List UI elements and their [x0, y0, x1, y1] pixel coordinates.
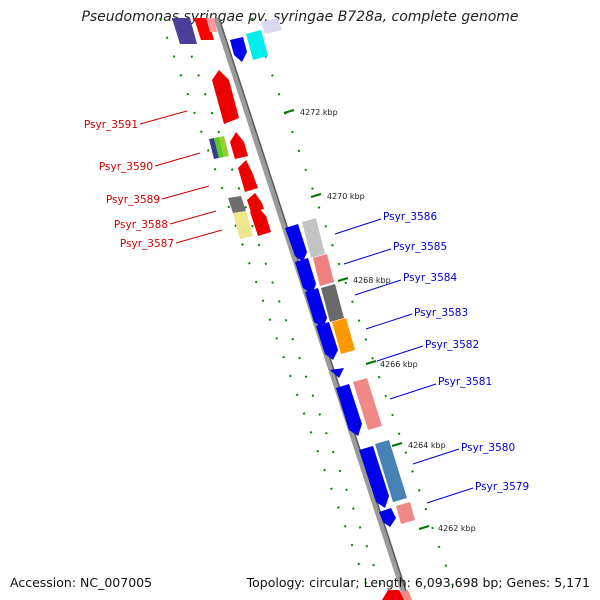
- gene-arrow-psyr-3587: [250, 206, 271, 236]
- gene-label-right[interactable]: Psyr_3580: [461, 442, 515, 454]
- gene-block-darkgray: [321, 284, 344, 322]
- gene-arrow-psyr-3579: [379, 508, 396, 527]
- gene-label-left[interactable]: Psyr_3588: [114, 219, 168, 231]
- gene-label-right[interactable]: Psyr_3581: [438, 376, 492, 388]
- gene-arrow-psyr-3583: [316, 322, 338, 360]
- tick-mark: [283, 109, 295, 114]
- gene-arrow-psyr-3586: [285, 224, 307, 262]
- left-leaders: [139, 110, 223, 244]
- tick-marks: [283, 109, 430, 530]
- gene-block-salmon: [313, 254, 334, 286]
- gene-fragment-bottom: [382, 590, 405, 600]
- gene-stripe-olive: [219, 136, 229, 157]
- gene-label-right[interactable]: Psyr_3584: [403, 272, 457, 284]
- gene-arrow-psyr-3590: [230, 132, 248, 159]
- tick-mark: [365, 360, 377, 365]
- left-inner-scale: [177, 17, 387, 600]
- gene-arrow-psyr-3584: [305, 288, 327, 328]
- gene-block-lightgray: [302, 218, 325, 258]
- gene-stripe-purple: [209, 138, 219, 159]
- leader-line: [412, 448, 460, 465]
- right-leaders: [334, 218, 474, 504]
- tick-label: 4272 kbp: [300, 108, 338, 117]
- gene-label-left[interactable]: Psyr_3591: [84, 119, 138, 131]
- leader-line: [354, 279, 402, 296]
- gene-fragment-pink: [206, 18, 217, 32]
- leader-line: [376, 345, 424, 362]
- gene-fragment-bottom-pink: [400, 590, 412, 600]
- tick-label: 4266 kbp: [380, 360, 418, 369]
- tick-mark: [337, 277, 349, 282]
- leader-line: [426, 487, 474, 504]
- gene-label-right[interactable]: Psyr_3585: [393, 241, 447, 253]
- leader-line: [389, 383, 437, 400]
- leader-line: [175, 229, 223, 244]
- accession-text: Accession: NC_007005: [10, 575, 153, 590]
- right-features: [230, 18, 415, 600]
- leader-line: [154, 152, 201, 167]
- gene-label-right[interactable]: Psyr_3586: [383, 211, 437, 223]
- gene-arrow-psyr-3582: [330, 368, 344, 378]
- leader-line: [169, 210, 217, 225]
- gene-block-pink-small: [396, 502, 415, 524]
- gene-label-left[interactable]: Psyr_3590: [99, 161, 153, 173]
- gene-block-yellow: [233, 211, 253, 239]
- gene-arrow-psyr-3581: [336, 384, 362, 436]
- leader-line: [161, 185, 210, 200]
- tick-mark: [310, 193, 322, 198]
- gene-label-left[interactable]: Psyr_3589: [106, 194, 160, 206]
- gene-fragment-purple: [172, 18, 197, 44]
- gene-arrow-top-blue: [230, 37, 247, 62]
- leader-line: [139, 110, 188, 125]
- gene-label-right[interactable]: Psyr_3583: [414, 307, 468, 319]
- gene-arrow-psyr-3580: [359, 446, 389, 508]
- gene-block-lavender: [261, 18, 282, 34]
- leader-line: [334, 218, 382, 235]
- gene-block-steelblue: [375, 440, 407, 502]
- tick-mark: [418, 525, 430, 530]
- tick-mark: [391, 442, 403, 447]
- gene-arrow-psyr-3591: [212, 70, 239, 124]
- leader-line: [343, 248, 392, 265]
- tick-label: 4262 kbp: [438, 524, 476, 533]
- tick-label: 4270 kbp: [327, 192, 365, 201]
- gene-block-orange: [332, 318, 355, 354]
- gene-arrow-psyr-3585: [295, 258, 316, 294]
- gene-label-right[interactable]: Psyr_3579: [475, 481, 529, 493]
- left-features: [172, 18, 271, 239]
- gene-block-pink: [353, 378, 382, 430]
- gene-stripe-green: [214, 137, 224, 158]
- gene-label-left[interactable]: Psyr_3587: [120, 238, 174, 250]
- gene-block-gray: [228, 196, 246, 213]
- genome-summary-text: Topology: circular; Length: 6,093,698 bp…: [246, 575, 590, 590]
- gene-arrow-psyr-3589: [238, 160, 258, 192]
- gene-block-cyan: [246, 30, 268, 60]
- tick-label: 4268 kbp: [353, 276, 391, 285]
- leader-line: [365, 313, 413, 330]
- tick-label: 4264 kbp: [408, 441, 446, 450]
- gene-arrow-psyr-3588: [247, 193, 264, 212]
- gene-label-right[interactable]: Psyr_3582: [425, 339, 479, 351]
